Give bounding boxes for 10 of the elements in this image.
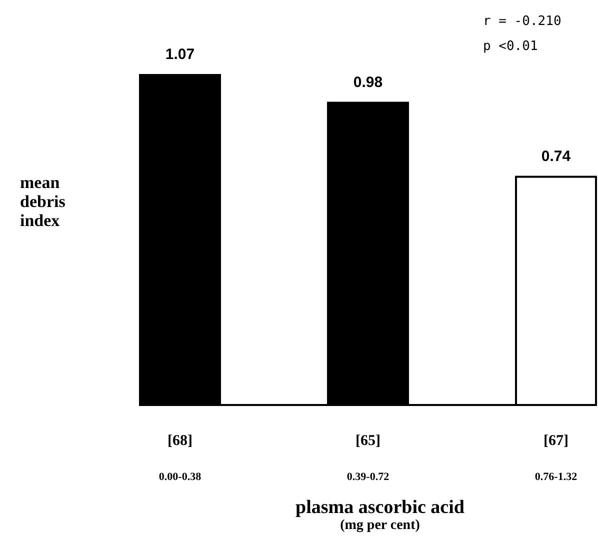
x-axis-title: plasma ascorbic acid (mg per cent) [296, 497, 465, 533]
data-label: 1.07 [165, 46, 195, 63]
category-label: [65] 0.39-0.72 [346, 433, 390, 483]
data-label: 0.98 [353, 74, 383, 91]
y-axis-title: mean debris index [20, 173, 66, 230]
data-label: 0.74 [541, 148, 572, 165]
category-label: [68] 0.00-0.38 [158, 433, 202, 483]
text: r = -0.210 [483, 14, 562, 29]
category-label: [67] 0.76-1.32 [534, 433, 578, 483]
text: p <0.01 [483, 39, 538, 54]
